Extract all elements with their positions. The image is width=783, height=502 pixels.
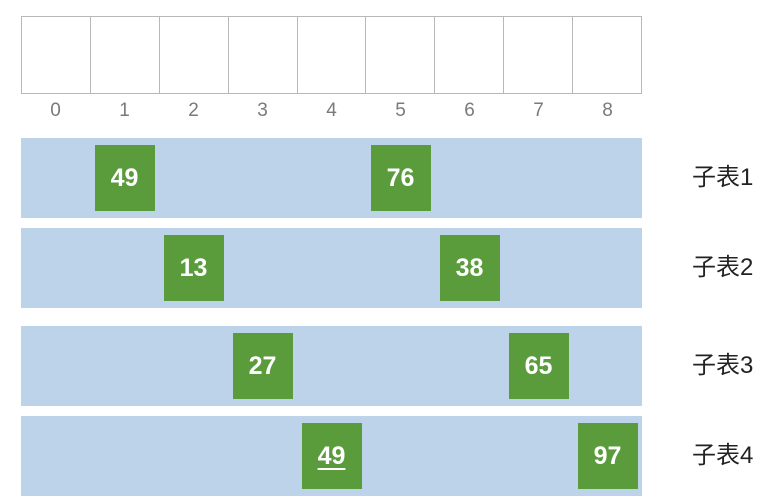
- index-row: 0 1 2 3 4 5 6 7 8: [21, 100, 642, 122]
- array-index: 8: [602, 100, 613, 121]
- array-index: 0: [50, 100, 61, 121]
- sublist-band-2: 13 38: [21, 228, 642, 308]
- array-index: 4: [326, 100, 337, 121]
- array-index: 2: [188, 100, 199, 121]
- array-index: 3: [257, 100, 268, 121]
- array-index: 1: [119, 100, 130, 121]
- chip-value: 49: [317, 441, 346, 470]
- sublist-4-item-b: 97: [577, 423, 638, 489]
- sublist-band-4: 49 97: [21, 416, 642, 496]
- sublist-1-item-b: 76: [370, 145, 431, 211]
- chip-value: 38: [455, 253, 484, 282]
- sublist-4-item-a: 49: [301, 423, 362, 489]
- array-index: 5: [395, 100, 406, 121]
- chip-value: 65: [524, 351, 553, 380]
- sublist-label-2: 子表2: [692, 254, 754, 281]
- array-index: 6: [464, 100, 475, 121]
- sublist-label-1: 子表1: [692, 164, 754, 191]
- sublist-2-item-b: 38: [439, 235, 500, 301]
- sublist-1-item-a: 49: [94, 145, 155, 211]
- sublist-2-item-a: 13: [163, 235, 224, 301]
- array-cell: [366, 17, 436, 93]
- chip-value: 49: [110, 163, 139, 192]
- array-cell: [229, 17, 298, 93]
- array-index: 7: [533, 100, 544, 121]
- chip-value: 13: [179, 253, 208, 282]
- empty-array: [21, 16, 642, 94]
- array-cell: [573, 17, 641, 93]
- sublist-3-item-b: 65: [508, 333, 569, 399]
- array-cell: [298, 17, 367, 93]
- chip-value: 76: [386, 163, 415, 192]
- sublist-label-4: 子表4: [692, 442, 754, 469]
- chip-value: 27: [248, 351, 277, 380]
- sublist-3-item-a: 27: [232, 333, 293, 399]
- array-cell: [504, 17, 574, 93]
- chip-value: 97: [593, 441, 622, 470]
- array-cell: [160, 17, 229, 93]
- sublist-label-3: 子表3: [692, 352, 754, 379]
- array-cell: [22, 17, 91, 93]
- array-cell: [91, 17, 160, 93]
- array-cell: [435, 17, 505, 93]
- sublist-band-1: 49 76: [21, 138, 642, 218]
- sublist-band-3: 27 65: [21, 326, 642, 406]
